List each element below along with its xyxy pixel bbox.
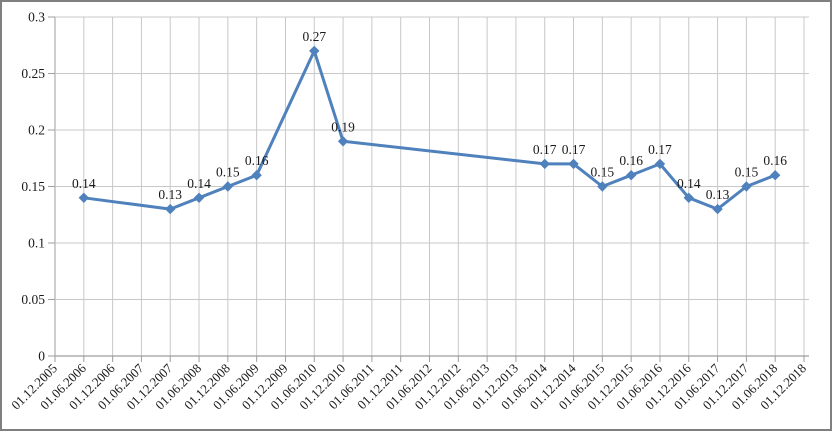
data-point-marker	[539, 158, 550, 170]
data-point-marker	[625, 170, 637, 181]
data-point-label: 0.15	[591, 165, 615, 180]
data-point-marker	[78, 192, 90, 203]
data-point-marker	[712, 203, 723, 215]
data-point-label: 0.17	[562, 142, 586, 157]
y-axis-tick-label: 0.15	[21, 179, 45, 194]
data-point-marker	[769, 170, 781, 181]
data-point-marker	[741, 181, 752, 192]
data-point-label: 0.15	[735, 165, 759, 180]
y-axis-tick-label: 0.1	[28, 236, 45, 251]
data-point-marker	[597, 181, 608, 192]
data-point-label: 0.19	[331, 119, 355, 134]
data-point-marker	[251, 170, 262, 181]
data-point-marker	[222, 181, 234, 192]
data-point-label: 0.16	[245, 153, 269, 168]
data-point-label: 0.16	[763, 153, 787, 168]
y-axis-tick-label: 0.2	[28, 123, 45, 138]
data-point-label: 0.17	[533, 142, 557, 157]
data-point-label: 0.13	[158, 187, 182, 202]
data-point-marker	[193, 192, 205, 203]
data-point-marker	[165, 203, 176, 215]
data-point-marker	[683, 192, 694, 203]
data-point-label: 0.14	[677, 176, 701, 191]
data-point-label: 0.16	[619, 153, 643, 168]
y-axis-tick-label: 0.25	[21, 66, 45, 81]
y-axis-tick-label: 0.3	[28, 10, 45, 25]
data-point-marker	[568, 158, 579, 170]
data-point-label: 0.14	[72, 176, 96, 191]
series-line	[82, 49, 777, 211]
y-axis-tick-label: 0.05	[21, 292, 45, 307]
data-point-marker	[309, 45, 320, 57]
data-point-label: 0.17	[648, 142, 672, 157]
data-point-marker	[337, 136, 349, 147]
data-point-label: 0.27	[302, 29, 326, 44]
data-point-marker	[654, 158, 666, 170]
data-point-label: 0.13	[706, 187, 730, 202]
y-axis-tick-label: 0	[38, 349, 45, 364]
data-point-label: 0.14	[187, 176, 211, 191]
data-point-label: 0.15	[216, 165, 240, 180]
